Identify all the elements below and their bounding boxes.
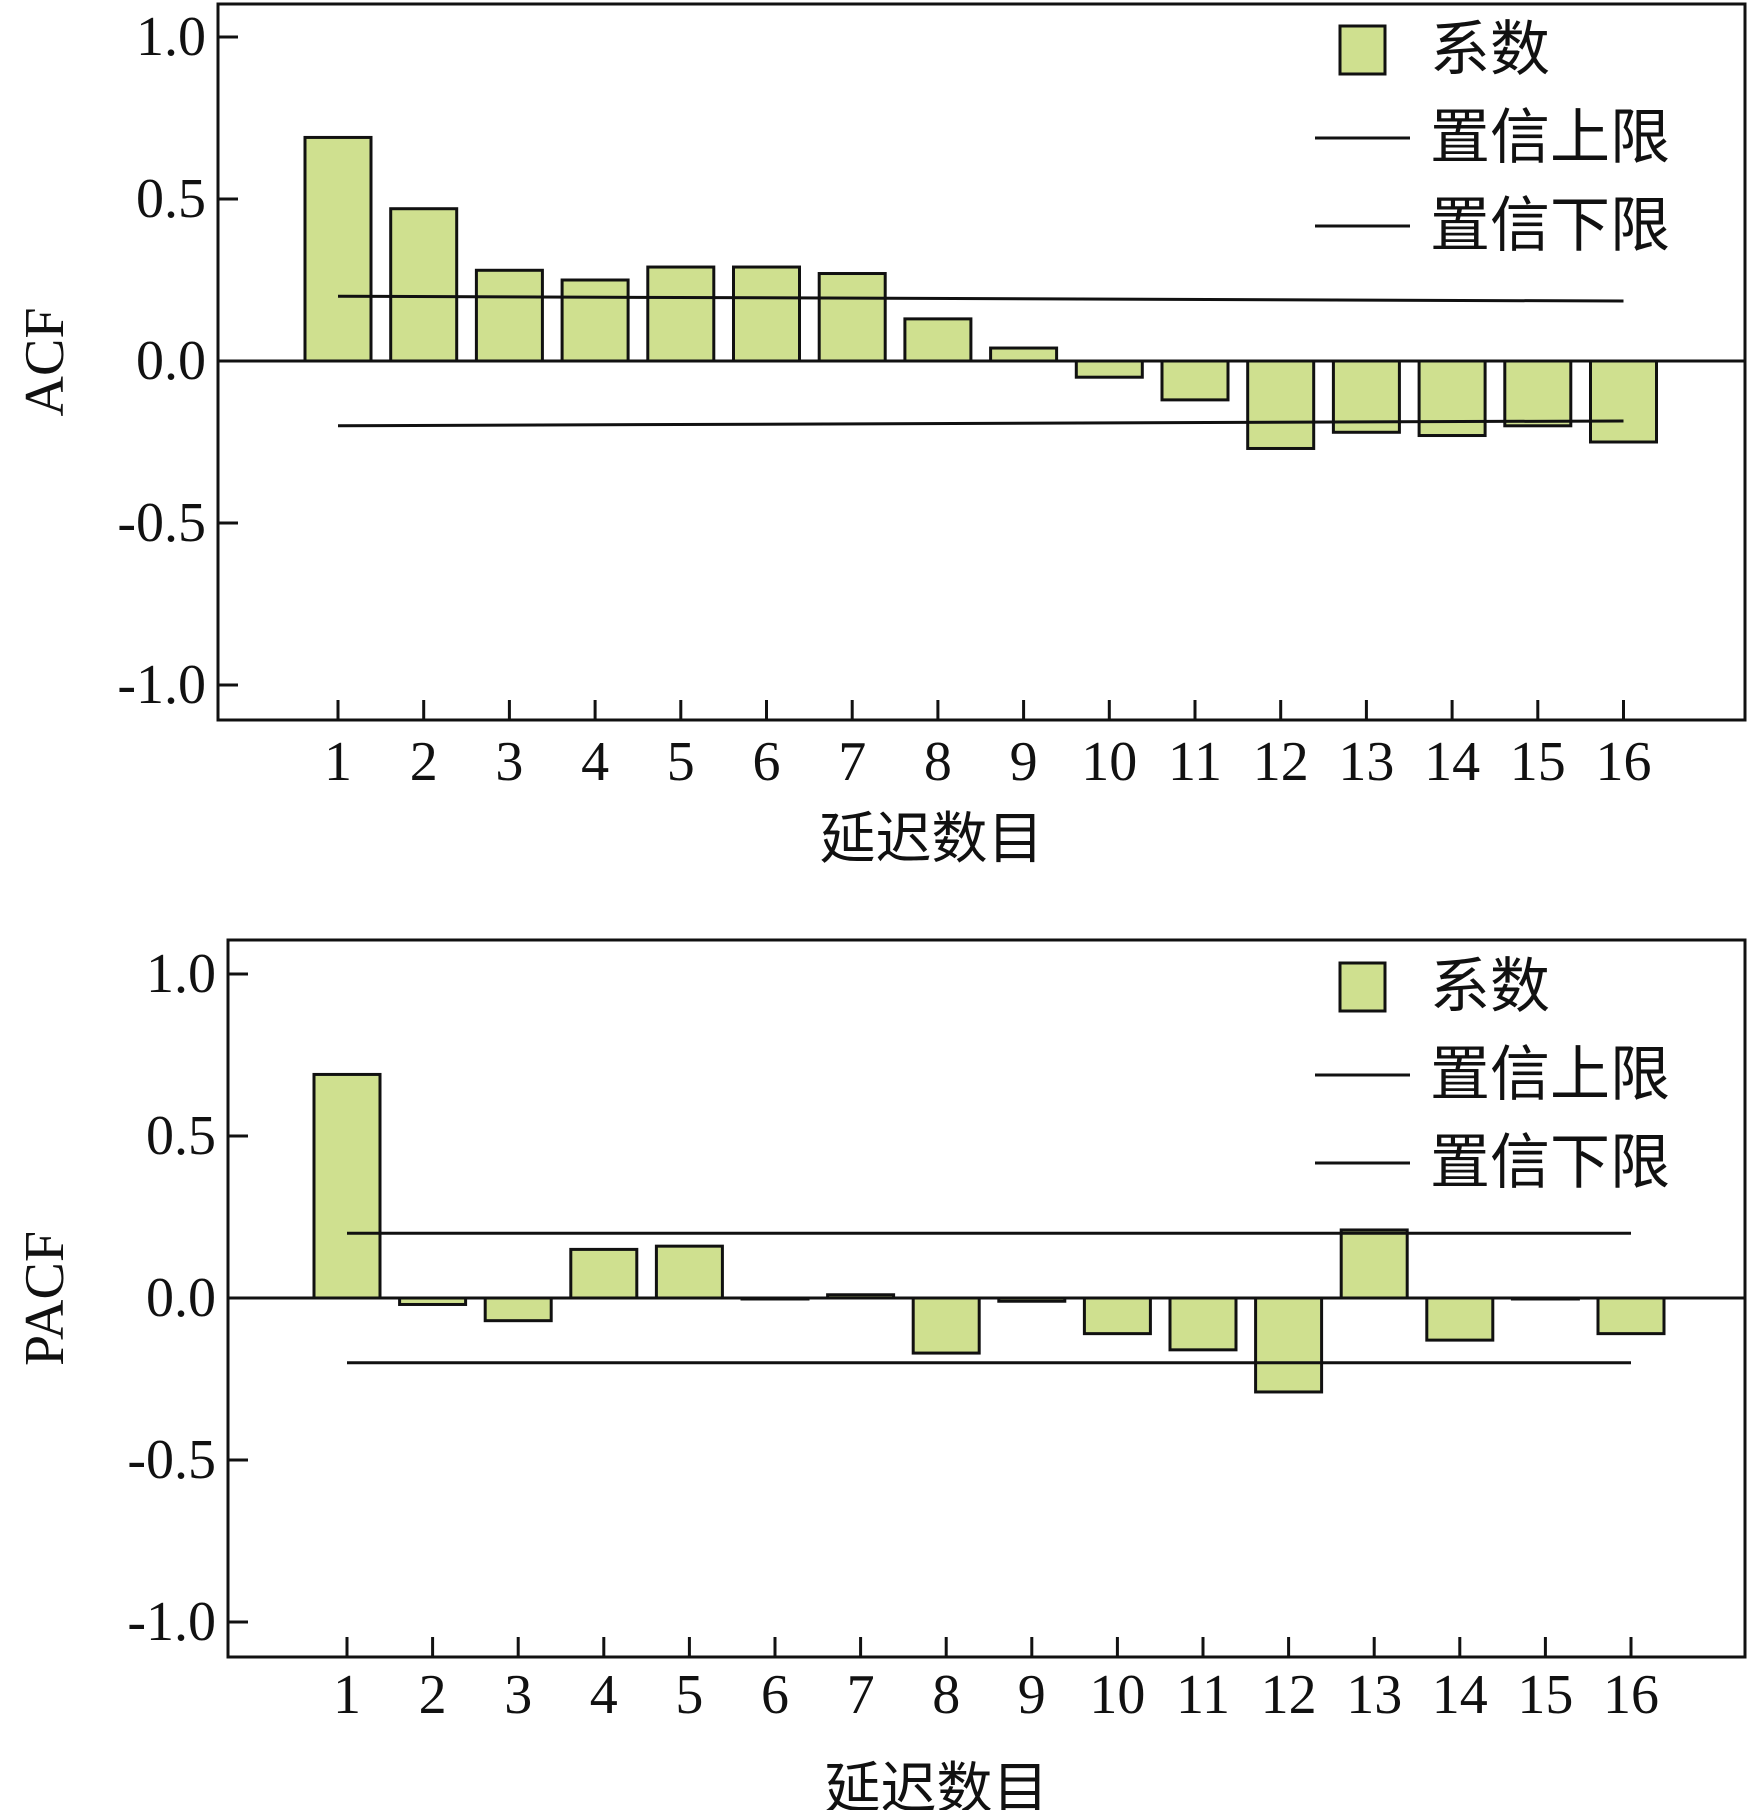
panel1-acf-legend-label: 系数 <box>1430 17 1550 83</box>
panel1-acf-y-tick-label: 0.0 <box>136 330 206 392</box>
panel1-acf-bar-lag-1 <box>303 135 373 363</box>
panel1-acf-bar-lag-6 <box>732 265 801 363</box>
panel1-acf-lower-confidence-line <box>337 419 1624 428</box>
panel1-acf-chart: 1.00.50.0-0.5-1.01 2 3 4 5 6 7 8 9 10 11 12 13 14 15 16… <box>14 2 1747 871</box>
panel2-pacf-bar-lag-16 <box>1596 1296 1666 1336</box>
panel2-pacf-x-tick-label: 9 <box>1018 1664 1046 1726</box>
panel1-acf-bar-lag-16 <box>1589 359 1658 444</box>
panel2-pacf-x-tick-label: 7 <box>847 1664 875 1726</box>
panel1-acf-y-tick-label: -1.0 <box>117 654 206 716</box>
panel2-pacf-y-tick-label: 0.0 <box>146 1267 216 1329</box>
panel1-acf-bar-lag-7 <box>817 272 887 363</box>
panel1-acf-bar-lag-10 <box>1074 359 1144 379</box>
panel1-acf-bar-lag-12 <box>1246 359 1316 450</box>
panel1-acf-legend-label: 置信上限 <box>1430 105 1670 171</box>
panel1-acf-x-tick-label: 7 <box>838 731 866 793</box>
panel1-acf-x-tick-label: 10 <box>1081 731 1137 793</box>
panel1-acf-y-axis-title: ACF <box>14 308 76 417</box>
panel2-pacf-x-tick-label: 11 <box>1176 1664 1230 1726</box>
panel1-acf-x-tick-label: 5 <box>667 731 695 793</box>
panel2-pacf-x-tick-label: 10 <box>1089 1664 1145 1726</box>
panel2-pacf-x-tick-label: 15 <box>1517 1664 1573 1726</box>
panel1-acf-y-tick-label: -0.5 <box>117 492 206 554</box>
panel2-pacf-bar-lag-8 <box>911 1296 981 1355</box>
panel1-acf-x-tick-label: 16 <box>1596 731 1652 793</box>
panel1-acf-bar-lag-8 <box>903 317 973 363</box>
panel1-acf-x-tick-label: 3 <box>495 731 523 793</box>
panel1-acf-bar-lag-5 <box>646 265 716 363</box>
panel2-pacf-x-tick-label: 3 <box>504 1664 532 1726</box>
panel2-pacf-x-tick-label: 5 <box>675 1664 703 1726</box>
panel1-acf-x-tick-label: 4 <box>581 731 609 793</box>
panel1-acf-x-tick-label: 6 <box>753 731 781 793</box>
panel2-pacf-bar-lag-13 <box>1339 1228 1409 1300</box>
panel2-pacf-bar-lag-1 <box>312 1072 382 1300</box>
panel2-pacf-legend-label: 置信上限 <box>1430 1042 1670 1108</box>
panel2-pacf-bar-lag-4 <box>569 1247 639 1300</box>
panel2-pacf-x-tick-label: 16 <box>1603 1664 1659 1726</box>
panel2-pacf-x-tick-label: 4 <box>590 1664 618 1726</box>
panel1-acf-x-tick-label: 14 <box>1424 731 1480 793</box>
panel2-pacf-y-tick-label: -1.0 <box>127 1591 216 1653</box>
panel1-acf-bar-lag-4 <box>560 278 630 363</box>
panel2-pacf-x-tick-label: 8 <box>932 1664 960 1726</box>
panel1-acf-bar-lag-3 <box>474 268 544 363</box>
panel1-acf-bar-lag-11 <box>1160 359 1230 402</box>
panel1-acf-bar-lag-9 <box>989 346 1059 363</box>
panel1-acf-bar-lag-2 <box>389 207 459 363</box>
panel2-pacf-y-tick-label: 1.0 <box>146 943 216 1005</box>
panel1-acf-y-tick-label: 0.5 <box>136 168 206 230</box>
panel2-pacf-legend-bar-swatch <box>1338 961 1387 1013</box>
panel2-pacf-bar-lag-14 <box>1425 1296 1495 1342</box>
panel1-acf-bar-lag-14 <box>1417 359 1487 438</box>
panel1-acf-legend-label: 置信下限 <box>1430 193 1670 259</box>
panel2-pacf-x-tick-label: 12 <box>1261 1664 1317 1726</box>
panel2-pacf-bar-lag-5 <box>654 1244 724 1300</box>
panel1-acf-x-tick-label: 15 <box>1510 731 1566 793</box>
panel2-pacf-bar-lag-3 <box>483 1296 553 1323</box>
panel1-acf-x-tick-label: 11 <box>1168 731 1222 793</box>
panel1-acf-y-tick-label: 1.0 <box>136 6 206 68</box>
panel2-pacf-legend-label: 置信下限 <box>1430 1130 1670 1196</box>
panel2-pacf-bar-lag-10 <box>1082 1296 1152 1336</box>
panel2-pacf-bar-lag-12 <box>1254 1296 1324 1394</box>
panel1-acf-x-tick-label: 8 <box>924 731 952 793</box>
panel1-acf-x-tick-label: 13 <box>1338 731 1394 793</box>
panel2-pacf-y-tick-label: -0.5 <box>127 1429 216 1491</box>
panel2-pacf-x-tick-label: 13 <box>1346 1664 1402 1726</box>
panel2-pacf-x-axis-title: 延迟数目 <box>825 1759 1049 1810</box>
panel2-pacf-x-tick-label: 2 <box>419 1664 447 1726</box>
panel2-pacf-y-axis-title: PACF <box>14 1231 76 1366</box>
panel2-pacf-x-tick-label: 14 <box>1432 1664 1488 1726</box>
panel2-pacf-legend-label: 系数 <box>1430 954 1550 1020</box>
panel2-pacf-bar-lag-11 <box>1168 1296 1238 1352</box>
panel2-pacf-x-tick-label: 1 <box>333 1664 361 1726</box>
panel1-acf-x-tick-label: 12 <box>1253 731 1309 793</box>
panel2-pacf-x-tick-label: 6 <box>761 1664 789 1726</box>
panel1-acf-bar-lag-15 <box>1503 359 1573 428</box>
panel1-acf-x-axis-title: 延迟数目 <box>820 809 1044 871</box>
panel1-acf-x-tick-label: 1 <box>324 731 352 793</box>
panel1-acf-upper-confidence-line <box>337 294 1624 303</box>
panel2-pacf-y-tick-label: 0.5 <box>146 1105 216 1167</box>
panel1-acf-x-tick-label: 2 <box>410 731 438 793</box>
panel2-pacf-chart: 1.00.50.0-0.5-1.01 2 3 4 5 6 7 8 9 10 11 12 13 14 15 16… <box>14 938 1747 1810</box>
panel1-acf-x-tick-label: 9 <box>1010 731 1038 793</box>
panel1-acf-legend-bar-swatch <box>1338 24 1387 76</box>
